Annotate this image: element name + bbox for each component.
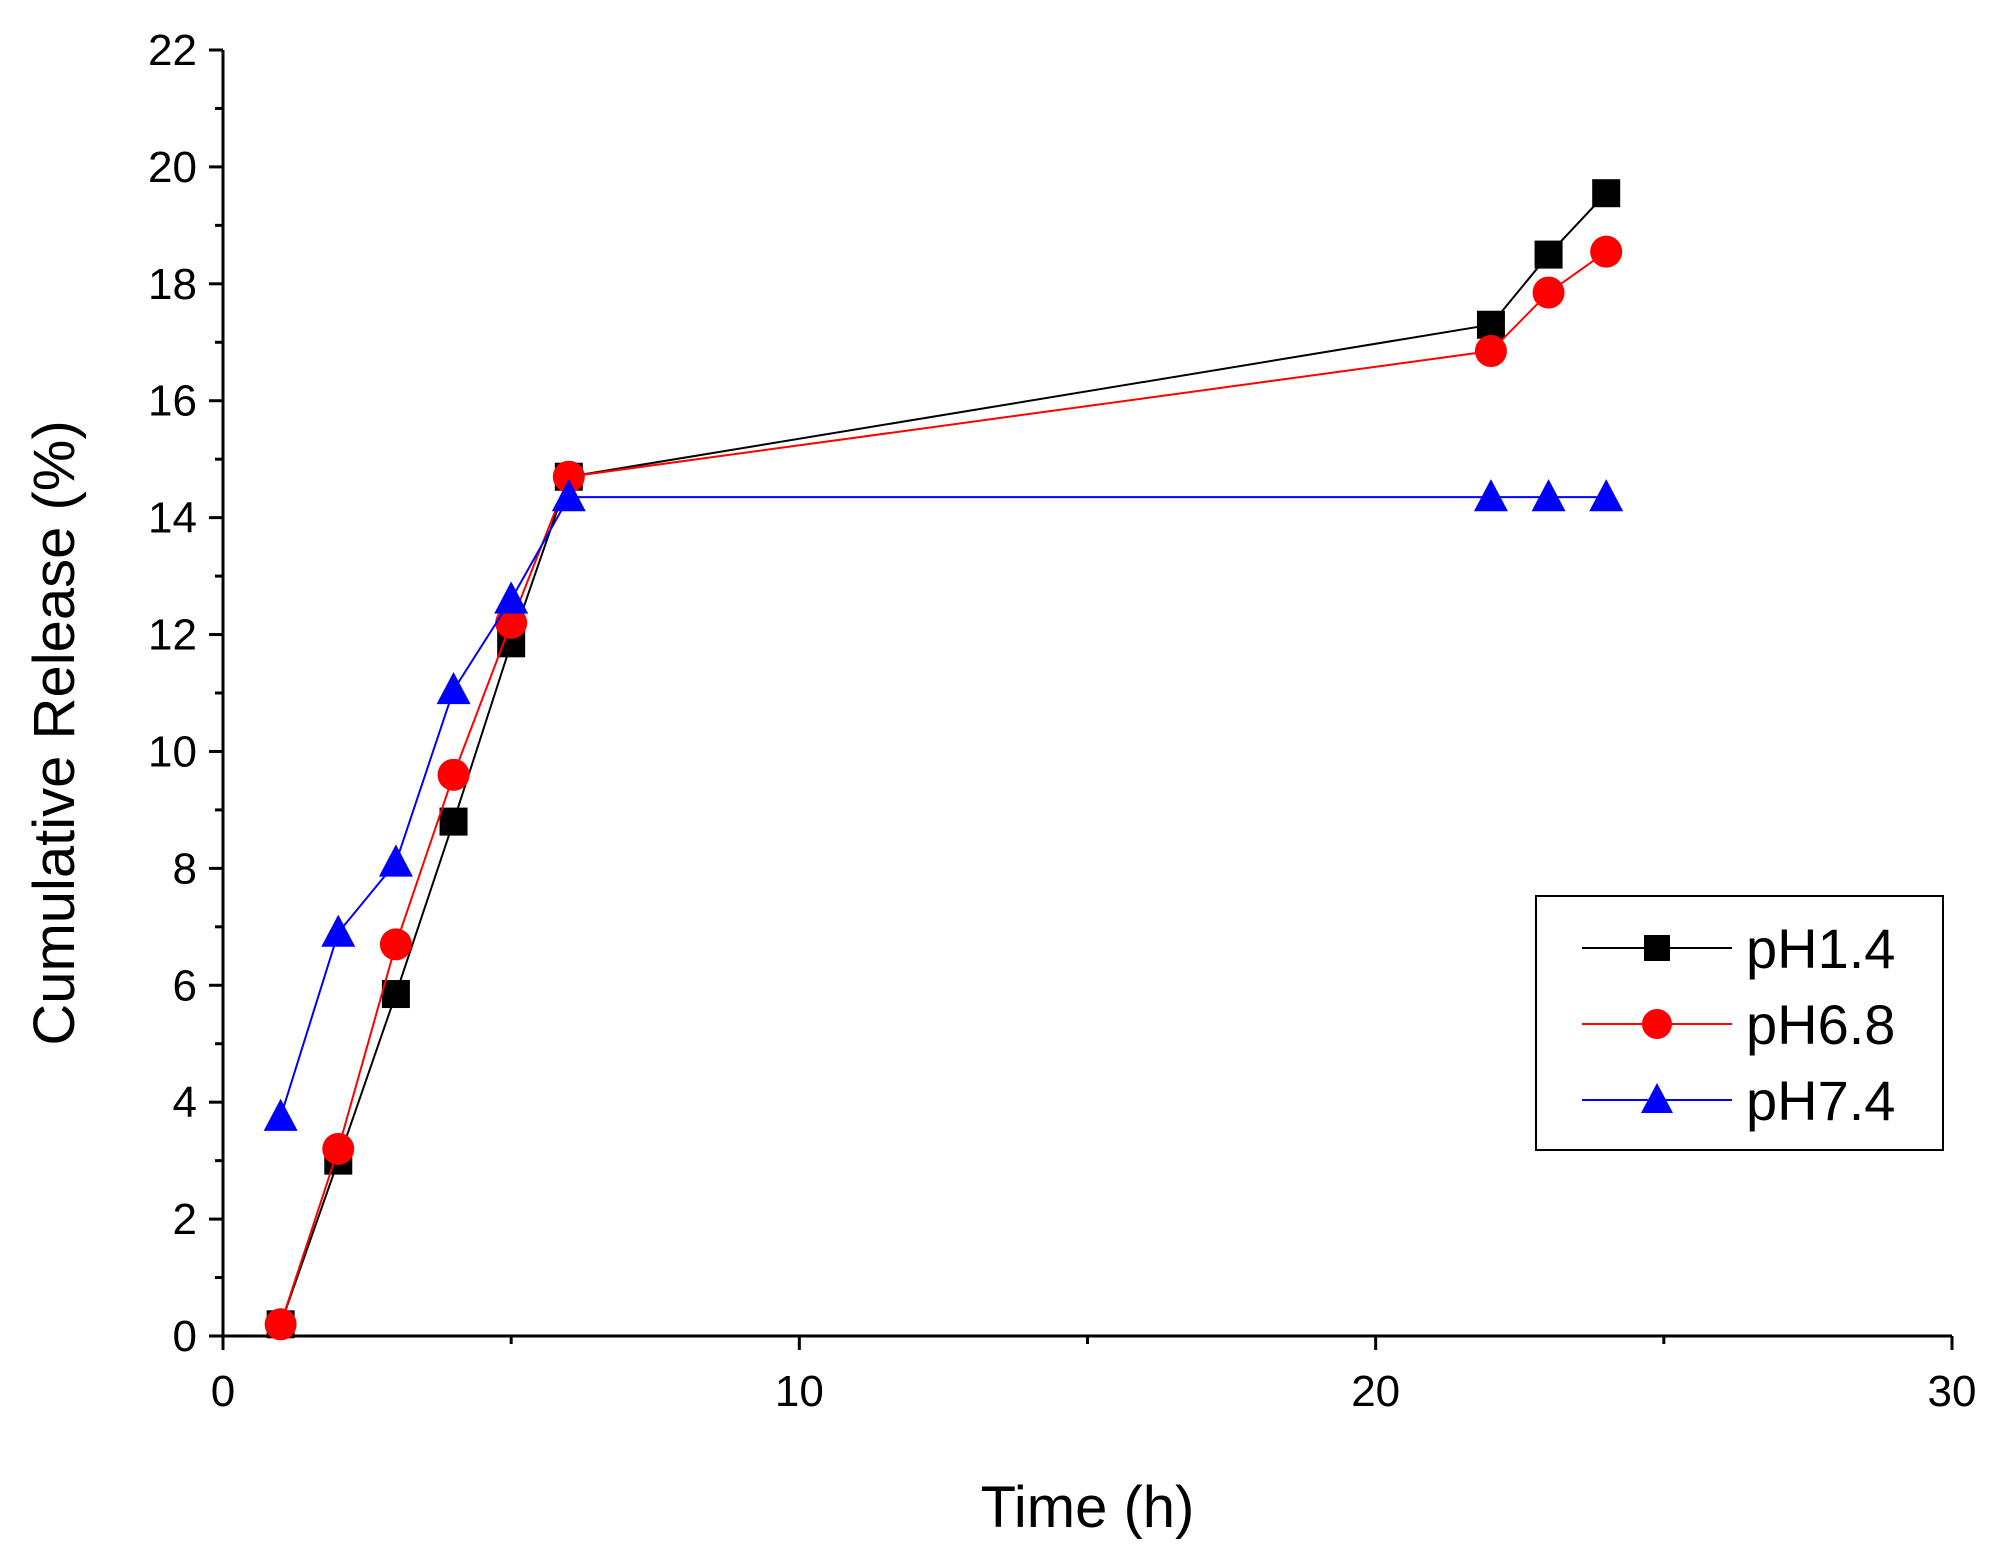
series-layer xyxy=(263,179,1624,1341)
x-tick-label: 20 xyxy=(1351,1367,1400,1416)
data-point-ph6-8 xyxy=(437,758,470,791)
y-tick-label: 4 xyxy=(173,1078,197,1127)
data-point-ph6-8 xyxy=(379,928,412,961)
x-tick-label: 30 xyxy=(1928,1367,1977,1416)
y-tick-label: 2 xyxy=(173,1195,197,1244)
legend-label-ph6-8: pH6.8 xyxy=(1746,993,1895,1056)
data-point-ph6-8 xyxy=(264,1308,297,1341)
series-ph7-4 xyxy=(263,479,1624,1131)
y-tick-label: 0 xyxy=(173,1312,197,1361)
legend-label-ph1-4: pH1.4 xyxy=(1746,917,1895,980)
data-point-ph7-4 xyxy=(321,914,356,947)
data-point-ph7-4 xyxy=(378,844,413,877)
x-tick-label: 10 xyxy=(775,1367,824,1416)
y-tick-label: 6 xyxy=(173,961,197,1010)
legend-marker-ph7-4 xyxy=(1641,1083,1673,1113)
data-point-ph1-4 xyxy=(381,980,410,1009)
data-point-ph1-4 xyxy=(1592,179,1621,208)
legend: pH1.4 pH6.8 pH7.4 xyxy=(1535,895,1944,1151)
series-line-ph7-4 xyxy=(279,496,1607,1118)
series-ph6-8 xyxy=(264,235,1623,1341)
y-tick-label: 16 xyxy=(148,377,197,426)
series-ph1-4 xyxy=(266,179,1621,1339)
y-tick-label: 20 xyxy=(148,143,197,192)
data-point-ph7-4 xyxy=(551,479,586,512)
y-tick-label: 18 xyxy=(148,260,197,309)
data-point-ph7-4 xyxy=(1473,479,1508,512)
y-axis-title: Cumulative Release (%) xyxy=(22,420,87,1045)
data-point-ph1-4 xyxy=(1534,240,1563,269)
data-point-ph6-8 xyxy=(322,1132,355,1165)
y-tick-label: 10 xyxy=(148,727,197,776)
data-point-ph7-4 xyxy=(494,581,529,614)
y-tick-label: 12 xyxy=(148,611,197,660)
x-tick-label: 0 xyxy=(211,1367,235,1416)
data-point-ph6-8 xyxy=(1474,335,1507,368)
data-point-ph6-8 xyxy=(495,606,528,639)
legend-label-ph7-4: pH7.4 xyxy=(1746,1069,1895,1132)
data-point-ph1-4 xyxy=(439,807,468,836)
y-tick-label: 8 xyxy=(173,844,197,893)
data-point-ph6-8 xyxy=(1590,235,1623,268)
legend-marker-ph6-8 xyxy=(1642,1009,1672,1039)
data-point-ph7-4 xyxy=(1589,479,1624,512)
y-tick-label: 14 xyxy=(148,494,197,543)
data-point-ph6-8 xyxy=(552,460,585,493)
y-tick-label: 22 xyxy=(148,26,197,75)
data-point-ph7-4 xyxy=(263,1098,298,1131)
data-point-ph1-4 xyxy=(1476,310,1505,339)
series-line-ph6-8 xyxy=(279,250,1607,1325)
data-point-ph7-4 xyxy=(1531,479,1566,512)
axes: 0 2 4 6 8 10 12 14 16 18 20 22 0 10 20 30 Time (h) Cumula… xyxy=(22,26,1976,1540)
legend-marker-ph1-4 xyxy=(1644,935,1670,961)
data-point-ph6-8 xyxy=(1532,276,1565,309)
x-axis-title: Time (h) xyxy=(981,1475,1195,1540)
data-point-ph7-4 xyxy=(436,671,471,705)
